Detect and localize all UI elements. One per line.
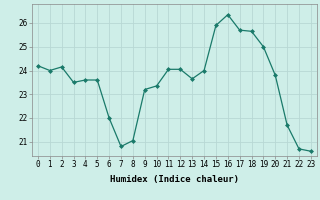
X-axis label: Humidex (Indice chaleur): Humidex (Indice chaleur) [110, 175, 239, 184]
